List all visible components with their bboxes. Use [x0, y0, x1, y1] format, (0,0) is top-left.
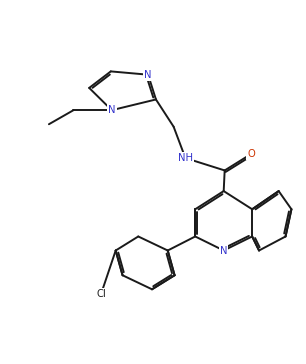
Text: N: N [108, 105, 115, 115]
Text: N: N [144, 70, 152, 80]
Text: N: N [220, 245, 227, 256]
Text: O: O [247, 149, 255, 159]
Text: NH: NH [178, 153, 193, 163]
Text: Cl: Cl [96, 289, 106, 299]
